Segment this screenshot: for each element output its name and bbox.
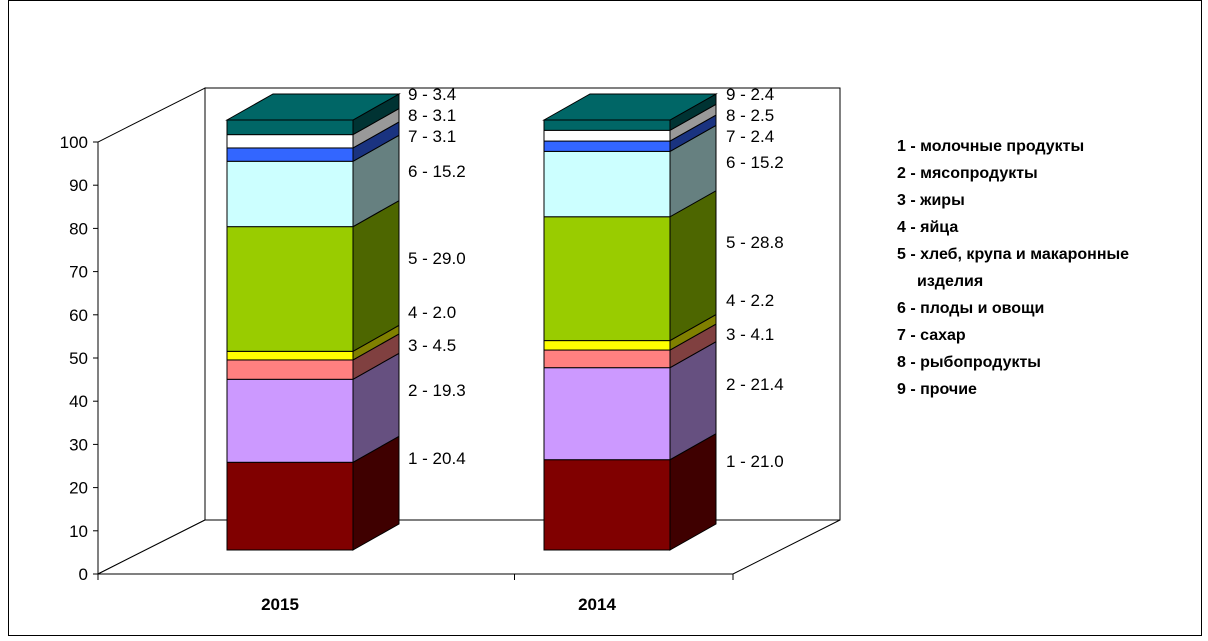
bar-2015-segment-6-front xyxy=(226,160,354,228)
data-label-2015-1: 1 - 20.4 xyxy=(408,449,466,468)
y-tick-label: 20 xyxy=(69,479,88,498)
y-tick-label: 70 xyxy=(69,263,88,282)
legend-item-1: 1 - молочные продукты xyxy=(897,138,1085,155)
legend-item-9: 9 - прочие xyxy=(897,381,977,398)
data-label-2014-4: 4 - 2.2 xyxy=(726,291,774,310)
legend-item-5-continued: изделия xyxy=(917,273,984,290)
bar-2014-segment-2-front xyxy=(543,367,671,461)
bar-2015-segment-1-front xyxy=(226,461,354,551)
legend-item-2: 2 - мясопродукты xyxy=(897,165,1038,182)
data-label-2014-7: 7 - 2.4 xyxy=(726,127,774,146)
y-tick-label: 90 xyxy=(69,176,88,195)
x-category-label-2014: 2014 xyxy=(578,595,616,614)
data-label-2015-3: 3 - 4.5 xyxy=(408,336,456,355)
data-label-2014-1: 1 - 21.0 xyxy=(726,452,784,471)
data-label-2015-8: 8 - 3.1 xyxy=(408,106,456,125)
y-tick-label: 10 xyxy=(69,522,88,541)
y-tick-label: 60 xyxy=(69,306,88,325)
y-tick-label: 80 xyxy=(69,219,88,238)
legend-item-5: 5 - хлеб, крупа и макаронные xyxy=(897,246,1130,263)
data-label-2014-5: 5 - 28.8 xyxy=(726,233,784,252)
legend-item-8: 8 - рыбопродукты xyxy=(897,354,1041,371)
y-tick-label: 0 xyxy=(79,565,88,584)
data-label-2015-5: 5 - 29.0 xyxy=(408,249,466,268)
legend-item-4: 4 - яйца xyxy=(897,219,959,236)
y-tick-label: 30 xyxy=(69,435,88,454)
legend-item-7: 7 - сахар xyxy=(897,327,966,344)
y-tick-label: 50 xyxy=(69,349,88,368)
bar-2014-segment-1-front xyxy=(543,459,671,551)
bar-2015-segment-2-front xyxy=(226,378,354,463)
bar-2015-segment-3-front xyxy=(226,359,354,380)
bar-2015-segment-4-front xyxy=(226,350,354,361)
data-label-2015-6: 6 - 15.2 xyxy=(408,162,466,181)
data-label-2014-6: 6 - 15.2 xyxy=(726,153,784,172)
data-label-2015-7: 7 - 3.1 xyxy=(408,127,456,146)
chart-legend: 1 - молочные продукты 2 - мясопродукты 3… xyxy=(897,133,1129,403)
data-label-2014-3: 3 - 4.1 xyxy=(726,325,774,344)
bar-2014-segment-9-front xyxy=(543,119,671,131)
y-tick-label: 40 xyxy=(69,392,88,411)
y-tick-label: 100 xyxy=(60,133,88,152)
bar-2015-segment-8-front xyxy=(226,134,354,149)
side-wall xyxy=(97,87,206,575)
x-category-label-2015: 2015 xyxy=(261,595,299,614)
bar-2014-segment-5-front xyxy=(543,216,671,342)
data-label-2014-2: 2 - 21.4 xyxy=(726,375,784,394)
data-label-2015-4: 4 - 2.0 xyxy=(408,303,456,322)
bar-2015-segment-5-front xyxy=(226,226,354,352)
bar-2014-segment-4-front xyxy=(543,340,671,351)
data-label-2014-9: 9 - 2.4 xyxy=(726,85,774,104)
bar-2015-segment-7-front xyxy=(226,147,354,162)
bar-2014-segment-8-front xyxy=(543,129,671,142)
bar-2014-segment-7-front xyxy=(543,140,671,152)
data-label-2014-8: 8 - 2.5 xyxy=(726,106,774,125)
legend-item-6: 6 - плоды и овощи xyxy=(897,300,1045,317)
bar-2015-segment-9-front xyxy=(226,119,354,136)
bar-2014-top xyxy=(542,93,718,121)
data-label-2015-9: 9 - 3.4 xyxy=(408,85,456,104)
bar-2014-segment-6-front xyxy=(543,150,671,218)
floor xyxy=(97,519,841,575)
bar-2015-top xyxy=(225,93,401,121)
bar-2014-segment-3-front xyxy=(543,349,671,369)
legend-item-3: 3 - жиры xyxy=(897,192,965,209)
data-label-2015-2: 2 - 19.3 xyxy=(408,381,466,400)
